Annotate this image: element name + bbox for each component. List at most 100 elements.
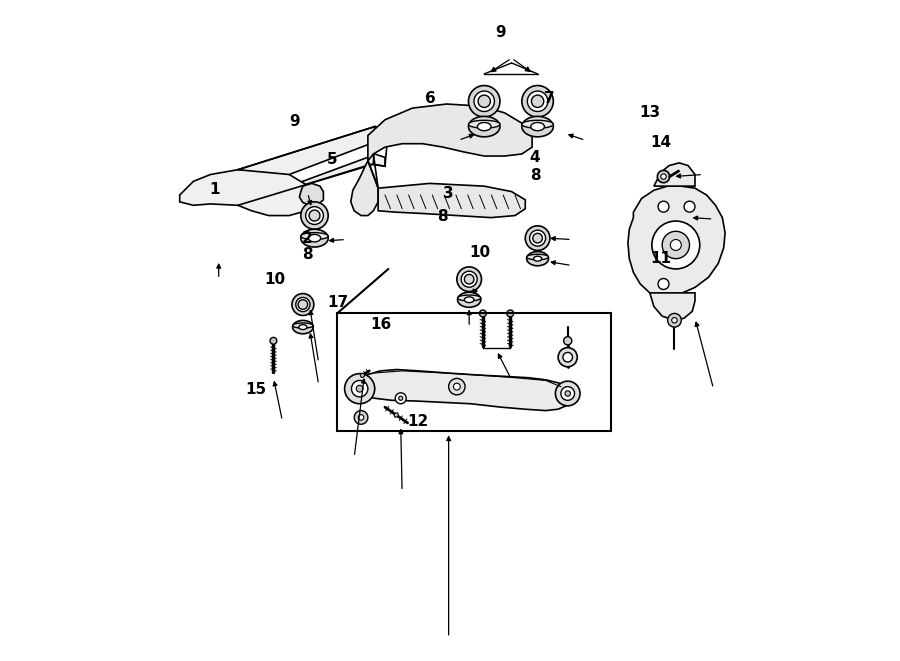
Circle shape (457, 267, 482, 292)
Circle shape (652, 221, 700, 269)
Circle shape (670, 239, 681, 251)
Polygon shape (180, 170, 311, 215)
Circle shape (292, 293, 314, 315)
Circle shape (522, 85, 554, 117)
Circle shape (448, 379, 465, 395)
Text: 7: 7 (544, 91, 555, 106)
Circle shape (657, 171, 670, 182)
Circle shape (478, 95, 491, 108)
Ellipse shape (301, 233, 328, 239)
Circle shape (469, 85, 500, 117)
Text: 4: 4 (530, 150, 540, 165)
Circle shape (358, 414, 364, 420)
Text: 3: 3 (444, 186, 454, 201)
Circle shape (480, 310, 486, 317)
Polygon shape (654, 163, 695, 186)
Text: 13: 13 (640, 104, 661, 120)
Ellipse shape (526, 252, 548, 266)
Circle shape (563, 336, 572, 345)
Text: 15: 15 (246, 383, 266, 397)
Circle shape (454, 383, 460, 390)
Circle shape (399, 396, 403, 401)
Polygon shape (238, 154, 385, 206)
Text: 10: 10 (264, 272, 285, 287)
Text: 12: 12 (408, 414, 428, 429)
Text: 8: 8 (437, 209, 448, 223)
Circle shape (507, 310, 514, 317)
Text: 6: 6 (425, 91, 436, 106)
Circle shape (355, 410, 368, 424)
Text: 8: 8 (302, 247, 312, 262)
Circle shape (565, 391, 571, 396)
Circle shape (464, 274, 474, 284)
Circle shape (555, 381, 580, 406)
Ellipse shape (301, 229, 328, 247)
Ellipse shape (522, 116, 554, 137)
Text: 2: 2 (302, 231, 312, 247)
Circle shape (301, 202, 328, 229)
Circle shape (296, 297, 310, 311)
Text: 10: 10 (469, 245, 491, 260)
Ellipse shape (299, 325, 307, 330)
Polygon shape (357, 369, 572, 410)
Text: 9: 9 (290, 114, 300, 129)
Circle shape (558, 348, 577, 367)
Circle shape (529, 230, 545, 246)
Ellipse shape (309, 235, 320, 242)
Circle shape (662, 231, 689, 258)
Ellipse shape (464, 297, 474, 303)
Circle shape (661, 174, 666, 179)
Circle shape (658, 201, 669, 212)
Text: 8: 8 (530, 168, 540, 183)
Circle shape (461, 271, 477, 288)
Ellipse shape (457, 292, 481, 307)
Ellipse shape (477, 122, 491, 131)
Circle shape (356, 385, 363, 392)
Ellipse shape (534, 256, 542, 261)
Circle shape (360, 373, 364, 377)
Circle shape (306, 207, 323, 225)
Ellipse shape (526, 254, 548, 260)
Circle shape (256, 500, 260, 504)
Circle shape (684, 201, 695, 212)
Text: 9: 9 (495, 25, 506, 40)
Circle shape (533, 233, 543, 243)
Circle shape (395, 393, 406, 404)
Circle shape (526, 226, 550, 251)
Circle shape (394, 413, 399, 417)
Circle shape (562, 352, 572, 362)
Circle shape (658, 278, 669, 290)
Text: 11: 11 (650, 251, 671, 266)
Circle shape (561, 387, 574, 401)
Polygon shape (300, 183, 323, 206)
Polygon shape (628, 186, 725, 295)
Ellipse shape (457, 295, 481, 301)
Circle shape (345, 373, 374, 404)
Text: 1: 1 (210, 182, 220, 196)
Circle shape (298, 299, 308, 309)
Polygon shape (238, 127, 389, 175)
Ellipse shape (469, 120, 500, 128)
Circle shape (474, 91, 494, 112)
Ellipse shape (531, 122, 544, 131)
Circle shape (668, 313, 681, 327)
Text: 16: 16 (371, 317, 392, 332)
Polygon shape (650, 293, 695, 321)
Text: 14: 14 (650, 135, 671, 150)
Ellipse shape (292, 321, 313, 334)
Circle shape (270, 337, 277, 344)
Ellipse shape (469, 116, 500, 137)
Polygon shape (351, 161, 378, 215)
Bar (338, 313, 611, 431)
Circle shape (527, 91, 548, 112)
Polygon shape (378, 183, 526, 217)
Polygon shape (368, 104, 532, 161)
Circle shape (309, 210, 320, 221)
Circle shape (531, 95, 544, 108)
Ellipse shape (292, 323, 313, 328)
Circle shape (671, 317, 677, 323)
Text: 17: 17 (328, 295, 348, 309)
Ellipse shape (522, 120, 554, 128)
Circle shape (352, 381, 368, 397)
Text: 5: 5 (327, 152, 338, 167)
